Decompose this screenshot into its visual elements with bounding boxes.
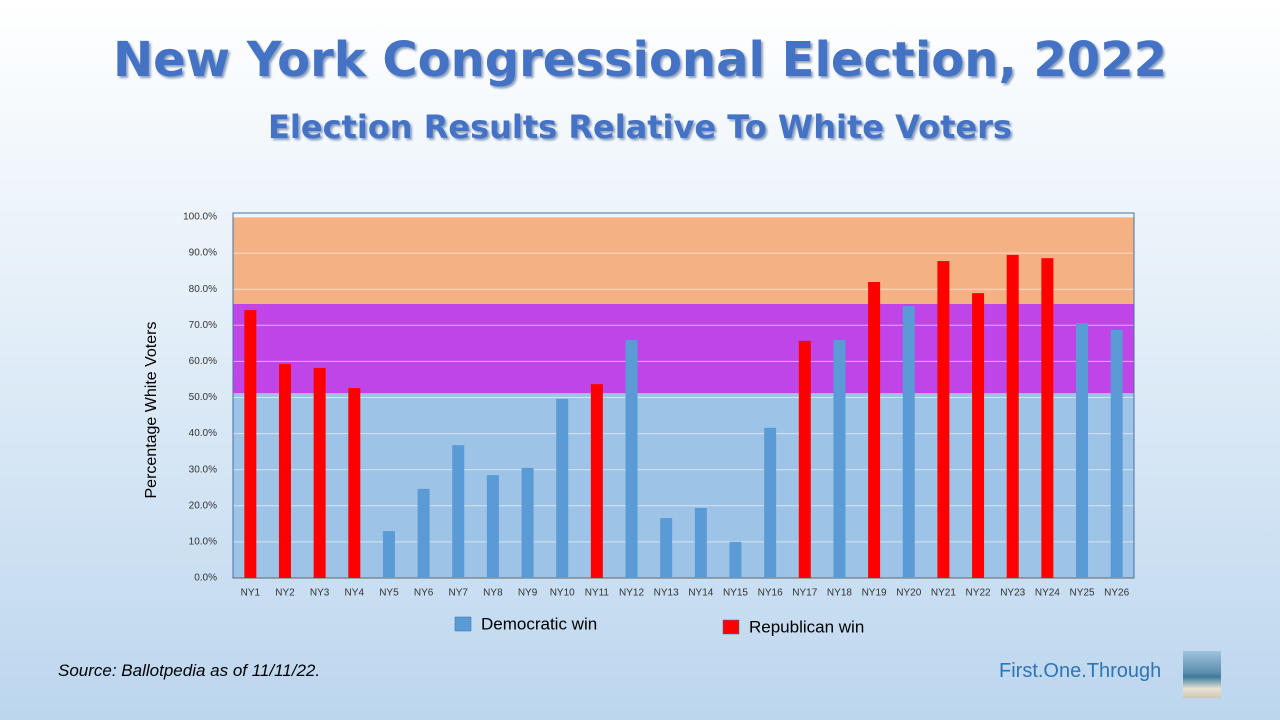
y-tick-label: 10.0% bbox=[189, 537, 217, 548]
subtitle: Election Results Relative To White Voter… bbox=[268, 108, 1012, 146]
bar bbox=[1076, 323, 1089, 578]
y-tick-label: 0.0% bbox=[194, 573, 217, 584]
bar bbox=[660, 518, 673, 578]
y-tick-label: 90.0% bbox=[189, 248, 217, 259]
x-tick-label: NY26 bbox=[1104, 588, 1129, 599]
bar bbox=[833, 340, 846, 578]
y-tick-label: 30.0% bbox=[189, 464, 217, 475]
bar bbox=[452, 445, 465, 578]
bar bbox=[729, 541, 742, 578]
y-tick-label: 60.0% bbox=[189, 356, 217, 367]
x-tick-label: NY8 bbox=[483, 588, 503, 599]
bar bbox=[521, 467, 534, 578]
bar bbox=[902, 306, 915, 578]
x-tick-label: NY12 bbox=[619, 588, 644, 599]
y-axis-label: Percentage White Voters bbox=[143, 322, 160, 499]
x-tick-label: NY20 bbox=[896, 588, 921, 599]
source: Source: Ballotpedia as of 11/11/22. bbox=[58, 661, 321, 680]
bar bbox=[244, 310, 257, 578]
bar bbox=[1041, 258, 1054, 578]
x-tick-label: NY2 bbox=[275, 588, 295, 599]
x-tick-label: NY15 bbox=[723, 588, 748, 599]
x-tick-label: NY4 bbox=[345, 588, 365, 599]
brand: First.One.Through bbox=[999, 660, 1162, 682]
bar bbox=[348, 388, 361, 578]
bar bbox=[556, 398, 569, 578]
background-band bbox=[233, 304, 1134, 394]
x-tick-label: NY13 bbox=[654, 588, 679, 599]
bar bbox=[625, 340, 638, 578]
bar bbox=[278, 363, 291, 578]
x-tick-label: NY17 bbox=[792, 588, 817, 599]
y-tick-label: 50.0% bbox=[189, 392, 217, 403]
x-tick-label: NY9 bbox=[518, 588, 538, 599]
y-tick-label: 80.0% bbox=[189, 284, 217, 295]
y-tick-label: 70.0% bbox=[189, 320, 217, 331]
bar bbox=[764, 427, 777, 578]
x-tick-label: NY25 bbox=[1070, 588, 1095, 599]
x-tick-label: NY10 bbox=[550, 588, 575, 599]
bar bbox=[486, 475, 499, 578]
x-tick-label: NY6 bbox=[414, 588, 434, 599]
bar bbox=[382, 531, 395, 578]
x-tick-label: NY14 bbox=[688, 588, 713, 599]
legend-label: Republican win bbox=[749, 617, 864, 636]
legend-swatch bbox=[722, 619, 740, 635]
bar bbox=[937, 261, 950, 578]
bar bbox=[1110, 329, 1123, 578]
bar bbox=[972, 293, 985, 578]
x-tick-label: NY5 bbox=[379, 588, 399, 599]
bar bbox=[313, 367, 326, 578]
x-tick-label: NY18 bbox=[827, 588, 852, 599]
background-band bbox=[233, 217, 1134, 305]
x-tick-label: NY23 bbox=[1000, 588, 1025, 599]
x-tick-label: NY22 bbox=[966, 588, 991, 599]
x-tick-label: NY24 bbox=[1035, 588, 1060, 599]
x-tick-label: NY7 bbox=[449, 588, 469, 599]
x-tick-label: NY19 bbox=[862, 588, 887, 599]
y-tick-label: 40.0% bbox=[189, 428, 217, 439]
legend-label: Democratic win bbox=[481, 614, 597, 633]
logo-image bbox=[1183, 651, 1221, 698]
x-tick-label: NY16 bbox=[758, 588, 783, 599]
background-band bbox=[233, 393, 1134, 578]
x-tick-label: NY21 bbox=[931, 588, 956, 599]
bar bbox=[694, 507, 707, 578]
bar bbox=[417, 488, 430, 578]
y-tick-label: 20.0% bbox=[189, 500, 217, 511]
legend-swatch bbox=[454, 616, 472, 632]
bar bbox=[798, 340, 811, 578]
bar bbox=[590, 384, 603, 578]
title: New York Congressional Election, 2022 bbox=[112, 32, 1167, 88]
x-tick-label: NY1 bbox=[241, 588, 261, 599]
bar bbox=[1006, 254, 1019, 578]
x-tick-label: NY11 bbox=[585, 588, 610, 599]
y-tick-label: 100.0% bbox=[183, 212, 217, 223]
x-tick-label: NY3 bbox=[310, 588, 330, 599]
bar bbox=[868, 281, 881, 578]
